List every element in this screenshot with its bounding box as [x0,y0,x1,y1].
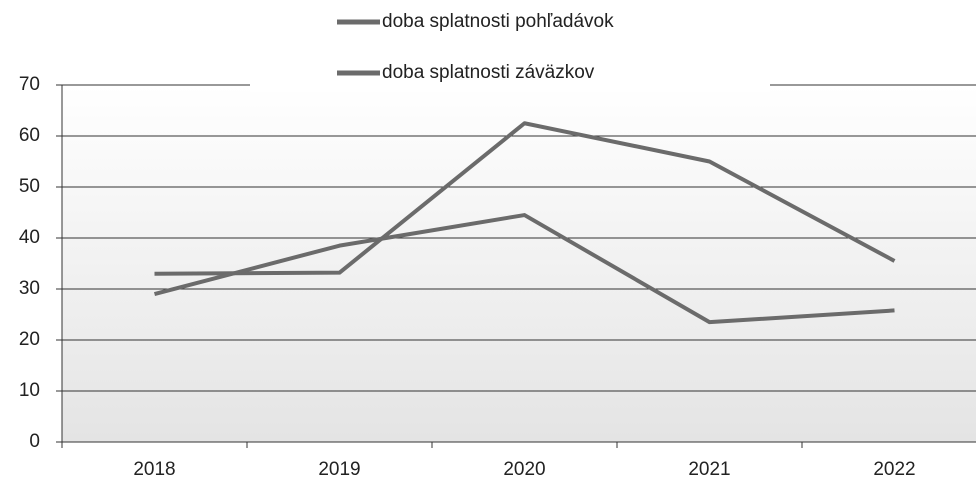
y-tick-label: 30 [19,278,40,299]
y-tick-label: 20 [19,329,40,350]
legend-label: doba splatnosti pohľadávok [382,11,614,32]
x-tick-label: 2021 [688,459,730,480]
y-tick-label: 0 [29,431,40,452]
y-tick-label: 50 [19,176,40,197]
x-tick-label: 2018 [133,459,175,480]
series-line [154,121,896,276]
series-line [153,213,895,325]
y-tick-label: 10 [19,380,40,401]
x-tick-label: 2019 [318,459,360,480]
plot-area [62,85,976,442]
legend-label: doba splatnosti záväzkov [382,62,595,83]
x-tick-label: 2020 [503,459,545,480]
x-tick-label: 2022 [873,459,915,480]
legend-box [250,0,770,92]
y-tick-label: 40 [19,227,40,248]
y-tick-label: 70 [19,74,40,95]
y-tick-label: 60 [19,125,40,146]
